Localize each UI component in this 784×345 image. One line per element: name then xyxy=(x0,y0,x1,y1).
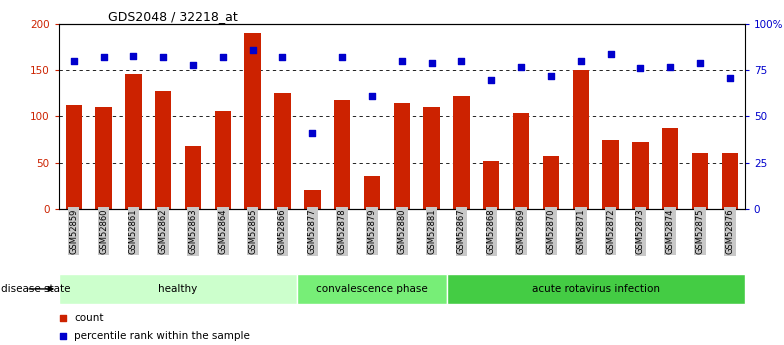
Point xyxy=(187,62,199,68)
Point xyxy=(127,53,140,58)
Bar xyxy=(691,153,708,209)
Bar xyxy=(334,100,350,209)
Text: GSM52872: GSM52872 xyxy=(606,209,615,254)
Bar xyxy=(155,91,172,209)
Point xyxy=(634,66,647,71)
Text: GSM52875: GSM52875 xyxy=(695,209,705,254)
Point xyxy=(664,64,677,69)
Text: GSM52881: GSM52881 xyxy=(427,209,436,254)
Point xyxy=(694,60,706,66)
Text: GSM52865: GSM52865 xyxy=(249,209,257,254)
Text: GSM52868: GSM52868 xyxy=(487,209,495,254)
Bar xyxy=(125,74,142,209)
Point xyxy=(456,58,468,64)
Text: GSM52866: GSM52866 xyxy=(278,209,287,254)
Bar xyxy=(632,142,648,209)
Point xyxy=(604,51,617,57)
Point xyxy=(276,55,289,60)
Point xyxy=(365,93,378,99)
Text: GSM52877: GSM52877 xyxy=(308,209,317,254)
Point xyxy=(284,75,296,80)
Text: GSM52859: GSM52859 xyxy=(69,209,78,254)
Point xyxy=(157,55,169,60)
Bar xyxy=(394,102,410,209)
Bar xyxy=(215,111,231,209)
Point xyxy=(545,73,557,79)
Text: GSM52864: GSM52864 xyxy=(218,209,227,254)
Text: acute rotavirus infection: acute rotavirus infection xyxy=(532,284,659,294)
Bar xyxy=(364,176,380,209)
Text: GSM52879: GSM52879 xyxy=(368,209,376,254)
Point xyxy=(246,47,259,53)
Point xyxy=(306,130,318,136)
Bar xyxy=(483,161,499,209)
Text: GSM52871: GSM52871 xyxy=(576,209,586,254)
Text: GSM52861: GSM52861 xyxy=(129,209,138,254)
Text: GSM52862: GSM52862 xyxy=(158,209,168,254)
Text: GSM52880: GSM52880 xyxy=(397,209,406,254)
Text: count: count xyxy=(74,313,104,323)
Text: GSM52863: GSM52863 xyxy=(188,209,198,254)
Bar xyxy=(513,113,529,209)
Bar xyxy=(304,190,321,209)
Text: GSM52874: GSM52874 xyxy=(666,209,675,254)
Bar xyxy=(297,274,447,304)
Text: disease state: disease state xyxy=(1,284,71,294)
Bar xyxy=(66,105,82,209)
Point xyxy=(485,77,498,82)
Bar xyxy=(662,128,678,209)
Text: GSM52869: GSM52869 xyxy=(517,209,525,254)
Text: GSM52878: GSM52878 xyxy=(338,209,347,254)
Bar xyxy=(722,153,738,209)
Bar xyxy=(572,70,589,209)
Text: healthy: healthy xyxy=(158,284,198,294)
Point xyxy=(575,58,587,64)
Bar xyxy=(543,156,559,209)
Text: GSM52870: GSM52870 xyxy=(546,209,555,254)
Point xyxy=(336,55,348,60)
Point xyxy=(426,60,438,66)
Text: percentile rank within the sample: percentile rank within the sample xyxy=(74,331,250,341)
Bar xyxy=(185,146,201,209)
Text: GSM52873: GSM52873 xyxy=(636,209,645,254)
Bar xyxy=(274,93,291,209)
Text: GSM52860: GSM52860 xyxy=(99,209,108,254)
Bar xyxy=(447,274,745,304)
Bar xyxy=(96,107,112,209)
Text: GDS2048 / 32218_at: GDS2048 / 32218_at xyxy=(107,10,238,23)
Bar xyxy=(423,107,440,209)
Bar xyxy=(59,274,297,304)
Point xyxy=(216,55,229,60)
Point xyxy=(67,58,80,64)
Text: GSM52876: GSM52876 xyxy=(725,209,735,254)
Point xyxy=(515,64,528,69)
Point xyxy=(724,75,736,80)
Bar xyxy=(602,139,619,209)
Point xyxy=(284,237,296,243)
Text: convalescence phase: convalescence phase xyxy=(316,284,428,294)
Bar xyxy=(245,33,261,209)
Bar xyxy=(453,96,470,209)
Point xyxy=(97,55,110,60)
Text: GSM52867: GSM52867 xyxy=(457,209,466,254)
Point xyxy=(395,58,408,64)
